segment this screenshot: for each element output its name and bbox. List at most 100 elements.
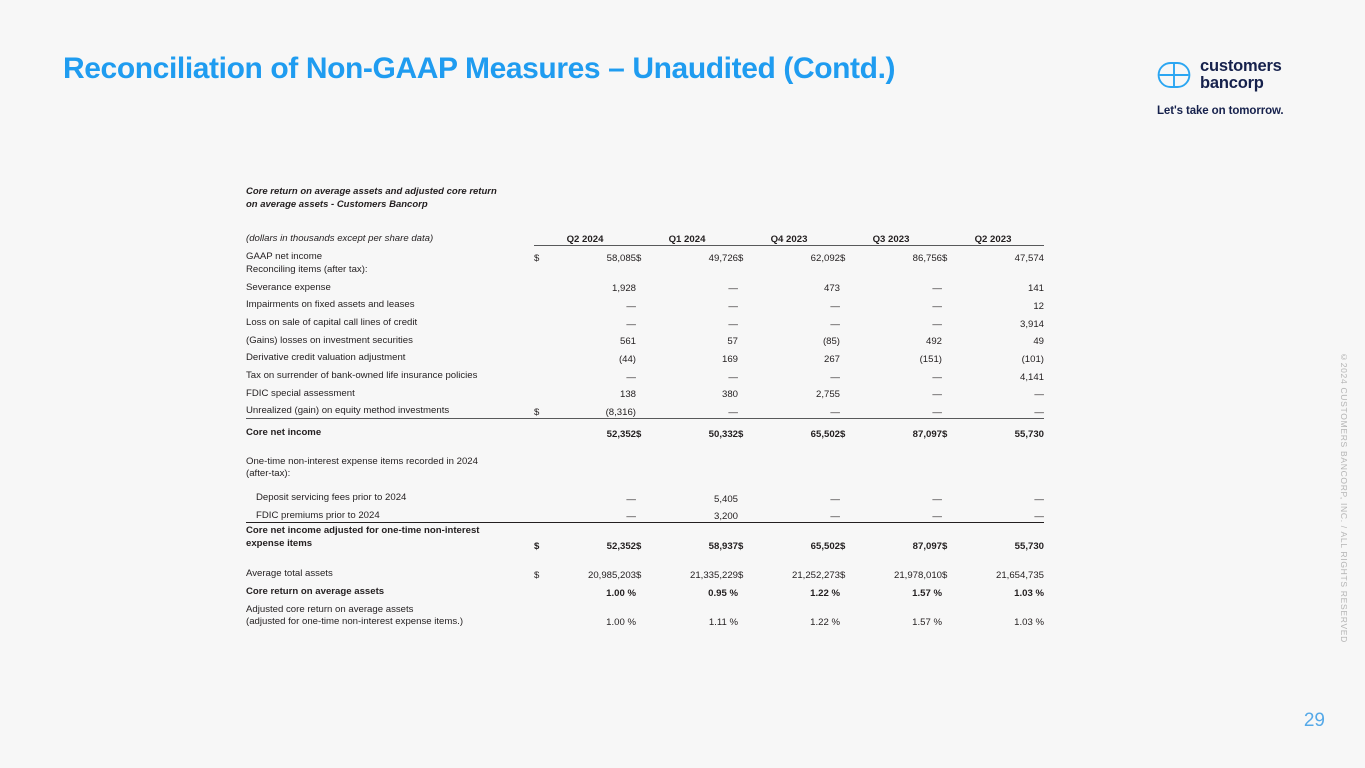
cell-core-adjusted-q2-2023: 55,730 (962, 522, 1044, 553)
cell-deposit-servicing-q1-2024: 5,405 (713, 493, 738, 505)
cell-impairments-q4-2023: — (830, 301, 840, 313)
currency-symbol (738, 370, 758, 383)
cell-loss-capital-call-q4-2023: — (830, 318, 840, 330)
column-header-q4-2023: Q4 2023 (738, 233, 840, 247)
row-label-gaap-net-income: GAAP net income (246, 251, 323, 263)
currency-symbol (636, 317, 656, 330)
table-row: Deposit servicing fees prior to 2024 — 5… (246, 492, 1044, 505)
currency-symbol (738, 510, 758, 523)
cell-loss-capital-call-q2-2024: — (626, 318, 636, 330)
currency-symbol (942, 299, 962, 312)
table-row: Loss on sale of capital call lines of cr… (246, 317, 1044, 330)
table-row: (after-tax): (246, 468, 1044, 481)
row-label-severance-expense: Severance expense (246, 281, 331, 293)
cell-gaap-net-income-q3-2023: 86,756 (912, 253, 942, 265)
cell-avg-assets-q2-2023: 21,654,735 (995, 569, 1044, 581)
currency-symbol: $ (840, 428, 846, 440)
currency-symbol (738, 586, 758, 599)
currency-symbol: $ (636, 522, 656, 553)
currency-symbol (840, 388, 860, 401)
cell-avg-assets-q1-2024: 21,335,229 (689, 569, 738, 581)
cell-gaap-net-income-q4-2023: 62,092 (810, 253, 840, 265)
brand-logo: customers bancorp Let's take on tomorrow… (1157, 57, 1327, 118)
cell-fdic-special-q2-2024: 138 (619, 389, 636, 401)
spacer (246, 481, 1044, 492)
brand-tagline: Let's take on tomorrow. (1157, 105, 1284, 118)
row-label-core-return: Core return on average assets (246, 585, 385, 597)
cell-deposit-servicing-q3-2023: — (932, 493, 942, 505)
cell-fdic-special-q3-2023: — (932, 389, 942, 401)
currency-symbol (942, 370, 962, 383)
cell-core-adjusted-q2-2024: 52,352 (554, 522, 636, 553)
currency-symbol (840, 335, 860, 348)
cell-deposit-servicing-q4-2023: — (830, 493, 840, 505)
row-label-fdic-premiums: FDIC premiums prior to 2024 (256, 509, 380, 521)
table-row: Unrealized (gain) on equity method inves… (246, 405, 1044, 419)
currency-symbol (534, 335, 554, 348)
currency-symbol (840, 586, 860, 599)
currency-symbol: $ (738, 253, 744, 265)
cell-severance-q2-2024: 1,928 (611, 283, 636, 295)
table-header-row: (dollars in thousands except per share d… (246, 233, 1044, 247)
cell-derivative-q4-2023: 267 (823, 354, 840, 365)
cell-avg-assets-q2-2024: 20,985,203 (587, 569, 636, 581)
cell-severance-q4-2023: 473 (823, 283, 840, 295)
cell-tax-boli-q4-2023: — (830, 371, 840, 383)
row-label-average-total-assets: Average total assets (246, 568, 333, 580)
column-header-q2-2023: Q2 2023 (942, 233, 1044, 247)
row-label-deposit-servicing: Deposit servicing fees prior to 2024 (256, 491, 407, 503)
currency-symbol (636, 370, 656, 383)
cell-gains-losses-q4-2023: (85) (822, 336, 840, 348)
cell-impairments-q1-2024: — (728, 301, 738, 313)
cell-unrealized-gain-q2-2024: (8,316) (554, 405, 636, 419)
table-row: Tax on surrender of bank-owned life insu… (246, 370, 1044, 383)
cell-gaap-net-income-q2-2023: 47,574 (1014, 253, 1044, 265)
table-row: One-time non-interest expense items reco… (246, 456, 1044, 469)
cell-tax-boli-q1-2024: — (728, 371, 738, 383)
cell-core-return-q3-2023: 1.57 % (912, 587, 942, 599)
table-row: Severance expense 1,928 — 473 — 141 (246, 282, 1044, 295)
row-label-gains-losses-securities: (Gains) losses on investment securities (246, 334, 413, 346)
currency-symbol (534, 352, 554, 365)
units-note: (dollars in thousands except per share d… (246, 233, 434, 245)
table-row: FDIC special assessment 138 380 2,755 — … (246, 388, 1044, 401)
table-row: GAAP net income $ 58,085 $ 49,726 $ 62,0… (246, 251, 1044, 264)
cell-avg-assets-q3-2023: 21,978,010 (893, 569, 942, 581)
cell-unrealized-gain-q3-2023: — (860, 405, 942, 419)
table-row: (Gains) losses on investment securities … (246, 335, 1044, 348)
currency-symbol: $ (534, 405, 554, 419)
currency-symbol (840, 299, 860, 312)
cell-core-return-q2-2024: 1.00 % (606, 587, 636, 599)
cell-derivative-q1-2024: 169 (721, 354, 738, 365)
currency-symbol (738, 317, 758, 330)
currency-symbol (636, 405, 656, 419)
logo-wordmark: customers bancorp (1200, 57, 1282, 92)
currency-symbol: $ (942, 569, 948, 581)
cell-core-adjusted-q3-2023: 87,097 (860, 522, 942, 553)
currency-symbol: $ (942, 253, 948, 265)
cell-loss-capital-call-q3-2023: — (932, 318, 942, 330)
currency-symbol (840, 317, 860, 330)
currency-symbol (840, 352, 860, 365)
copyright-notice: ©2024 CUSTOMERS BANCORP, INC. / ALL RIGH… (1339, 352, 1349, 644)
cell-impairments-q2-2024: — (626, 301, 636, 313)
row-label-line2: (adjusted for one-time non-interest expe… (246, 615, 464, 627)
currency-symbol (534, 317, 554, 330)
currency-symbol (738, 282, 758, 295)
currency-symbol (840, 510, 860, 523)
cell-core-net-income-q4-2023: 65,502 (810, 428, 840, 440)
cell-adjusted-return-q3-2023: 1.57 % (912, 617, 942, 629)
currency-symbol (636, 335, 656, 348)
currency-symbol (738, 299, 758, 312)
customers-bancorp-mark-icon (1157, 62, 1191, 89)
currency-symbol (636, 492, 656, 505)
currency-symbol (738, 604, 758, 629)
table-row-total: Core net income 52,352 $ 50,332 $ 65,502… (246, 418, 1044, 440)
currency-symbol (942, 388, 962, 401)
cell-fdic-special-q1-2024: 380 (721, 389, 738, 401)
table-row: FDIC premiums prior to 2024 — 3,200 — — … (246, 510, 1044, 523)
currency-symbol: $ (534, 569, 540, 581)
currency-symbol (738, 352, 758, 365)
currency-symbol: $ (636, 428, 642, 440)
currency-symbol: $ (636, 569, 642, 581)
